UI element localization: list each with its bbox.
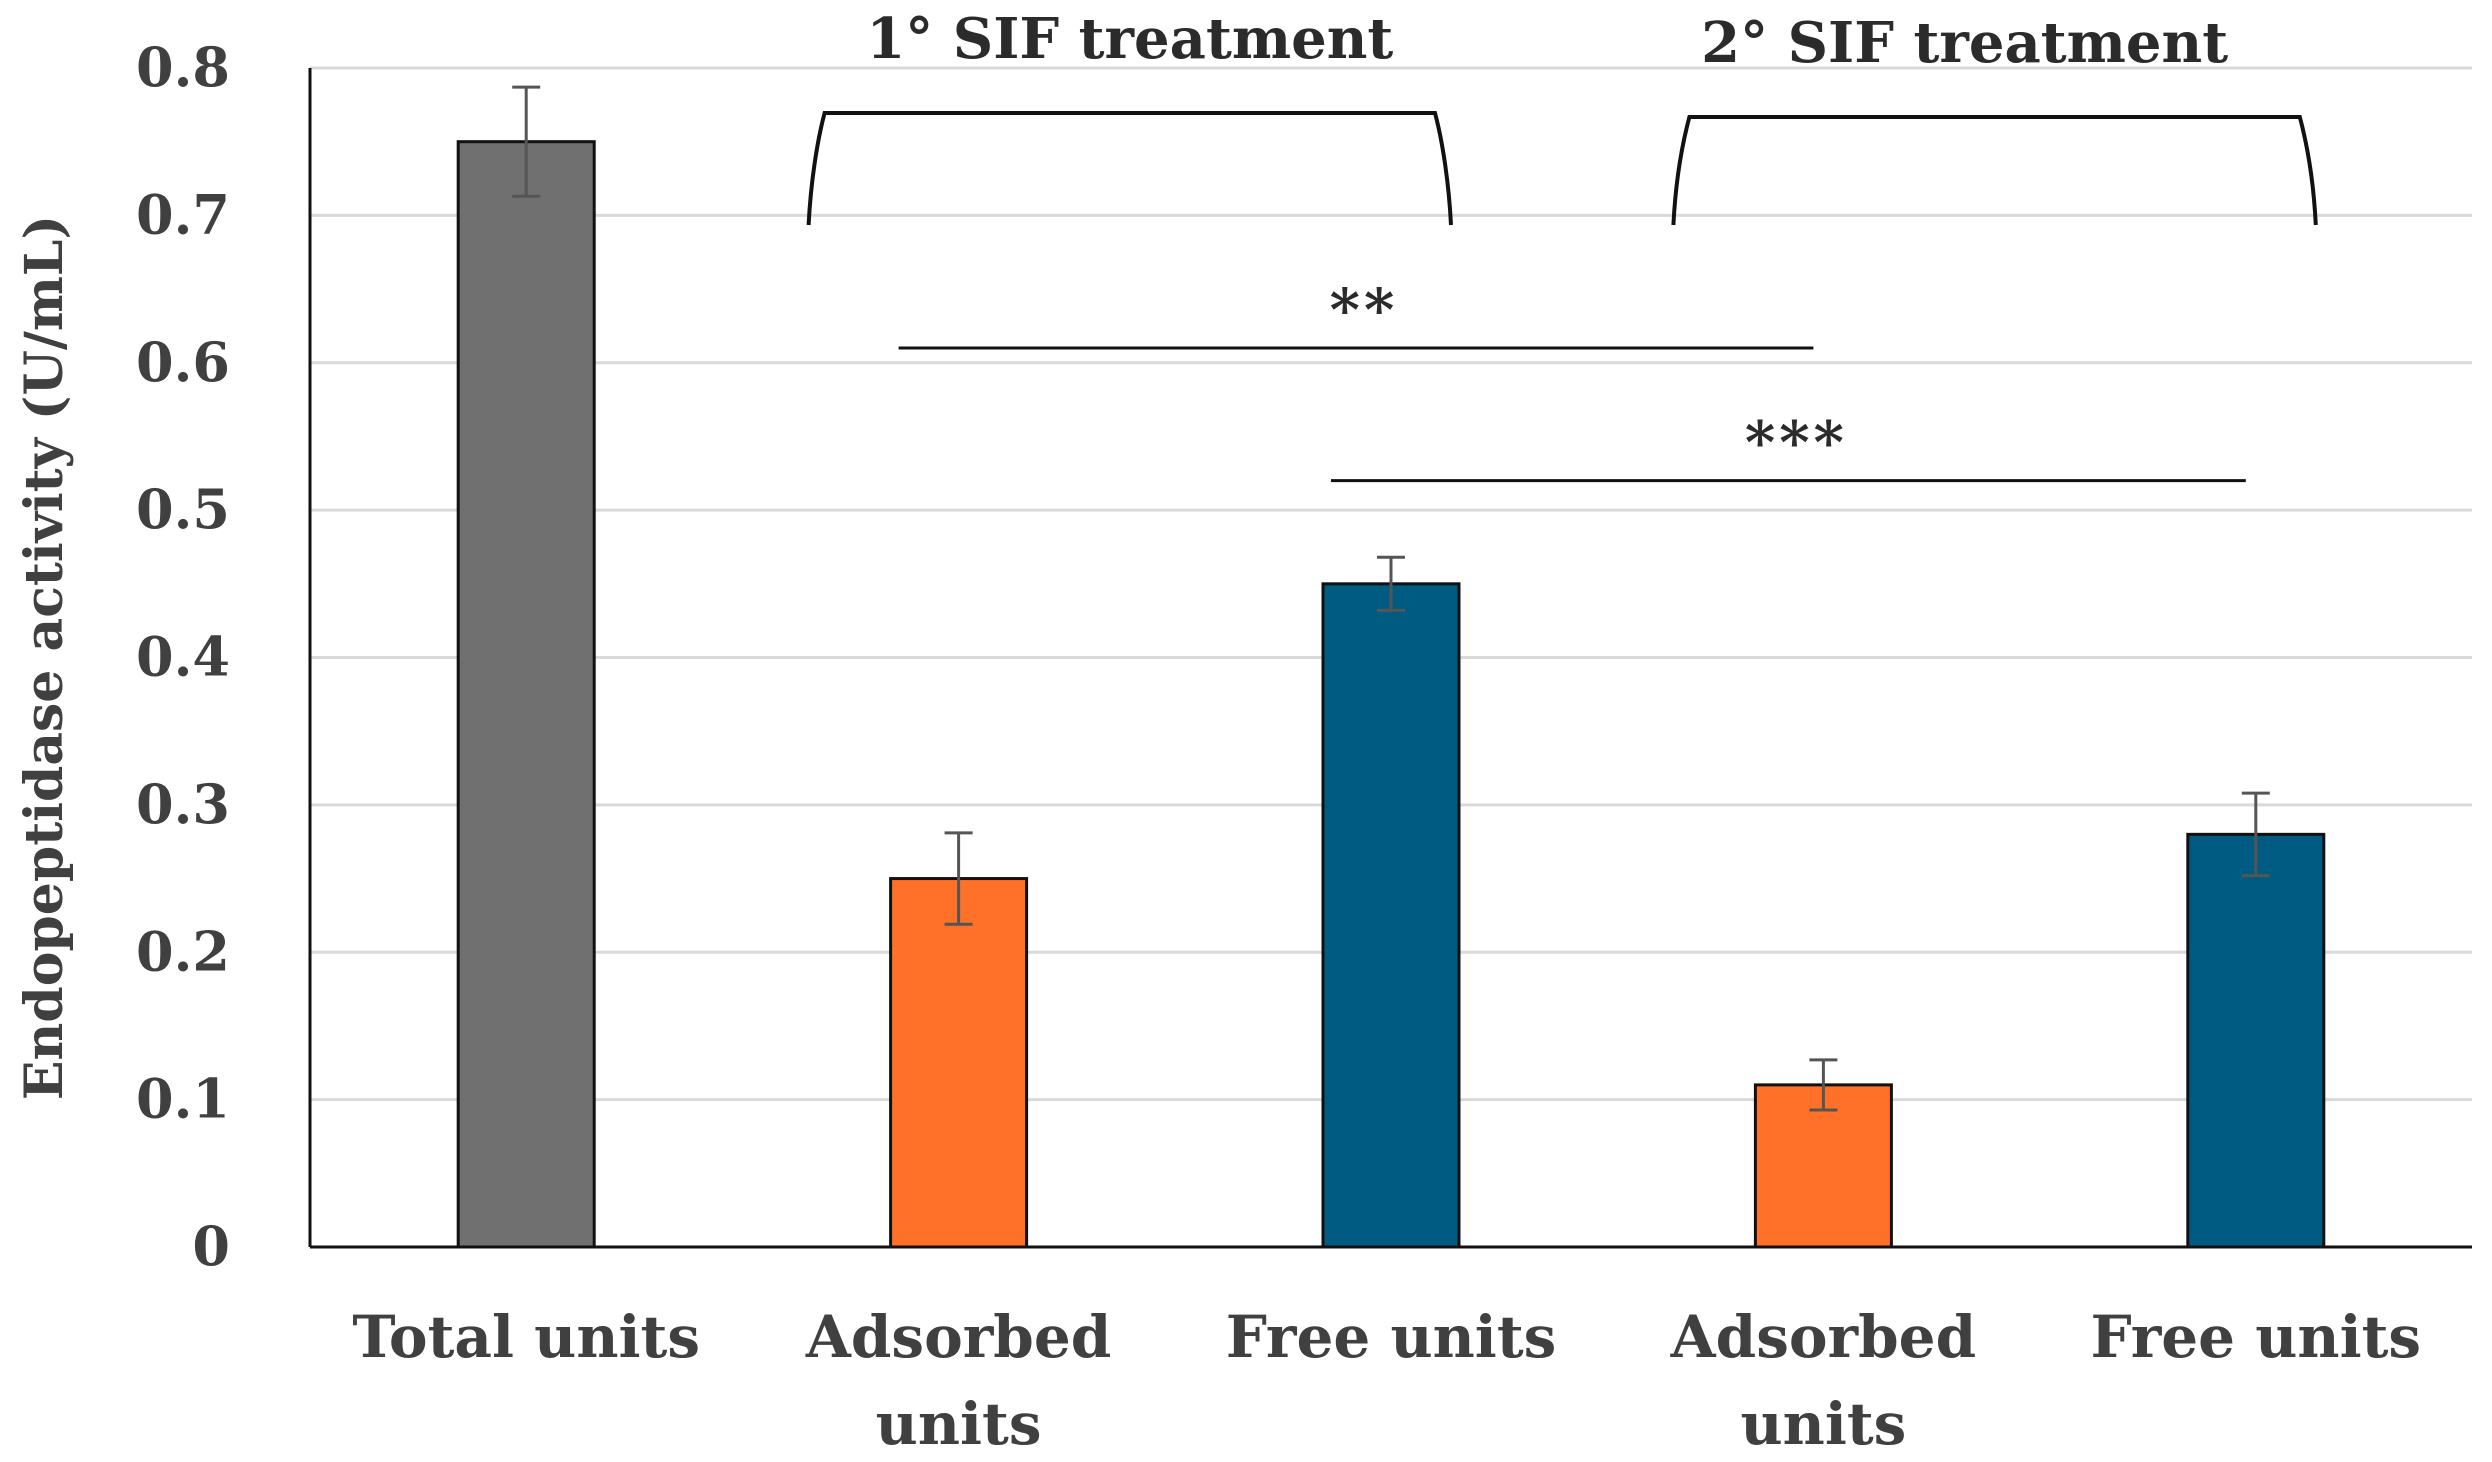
significance-label-1: ** xyxy=(1330,276,1399,344)
annotations xyxy=(806,111,2318,483)
y-tick-label: 0 xyxy=(192,1214,230,1278)
group-bracket-1 xyxy=(806,111,1453,226)
x-tick-label: Free units xyxy=(1226,1303,1557,1371)
group-label-2: 2° SIF treatment xyxy=(1701,10,2228,76)
y-tick-label: 0.7 xyxy=(136,182,230,246)
y-tick-label: 0.6 xyxy=(136,330,230,394)
bar-5 xyxy=(2186,832,2326,1249)
x-tick-label: Total units xyxy=(352,1303,700,1371)
bars xyxy=(456,85,2326,1249)
x-tick-label: Adsorbed xyxy=(1670,1303,1976,1371)
significance-label-2: *** xyxy=(1745,409,1848,477)
x-tick-label: Free units xyxy=(2091,1303,2422,1371)
bar-3 xyxy=(1321,582,1461,1249)
y-tick-label: 0.2 xyxy=(136,919,230,983)
y-tick-label: 0.4 xyxy=(136,625,230,689)
x-tick-label: Adsorbed xyxy=(805,1303,1111,1371)
x-tick-label: units xyxy=(1740,1390,1906,1458)
x-tick-label: units xyxy=(876,1390,1042,1458)
labels: 0 0.1 0.2 0.3 0.4 0.5 0.6 0.7 0.8 Total units Adso… xyxy=(14,6,2421,1458)
bar-1 xyxy=(456,140,596,1249)
bar-4 xyxy=(1753,1083,1893,1249)
axes xyxy=(308,68,2472,1249)
y-axis-title: Endopeptidase activity (U/mL) xyxy=(14,215,75,1100)
y-tick-label: 0.3 xyxy=(136,772,230,836)
bar-2 xyxy=(889,877,1029,1249)
group-bracket-2 xyxy=(1671,115,2318,226)
y-tick-label: 0.1 xyxy=(136,1067,230,1131)
group-label-1: 1° SIF treatment xyxy=(866,6,1393,72)
y-tick-label: 0.5 xyxy=(136,477,230,541)
y-tick-label: 0.8 xyxy=(136,35,230,99)
